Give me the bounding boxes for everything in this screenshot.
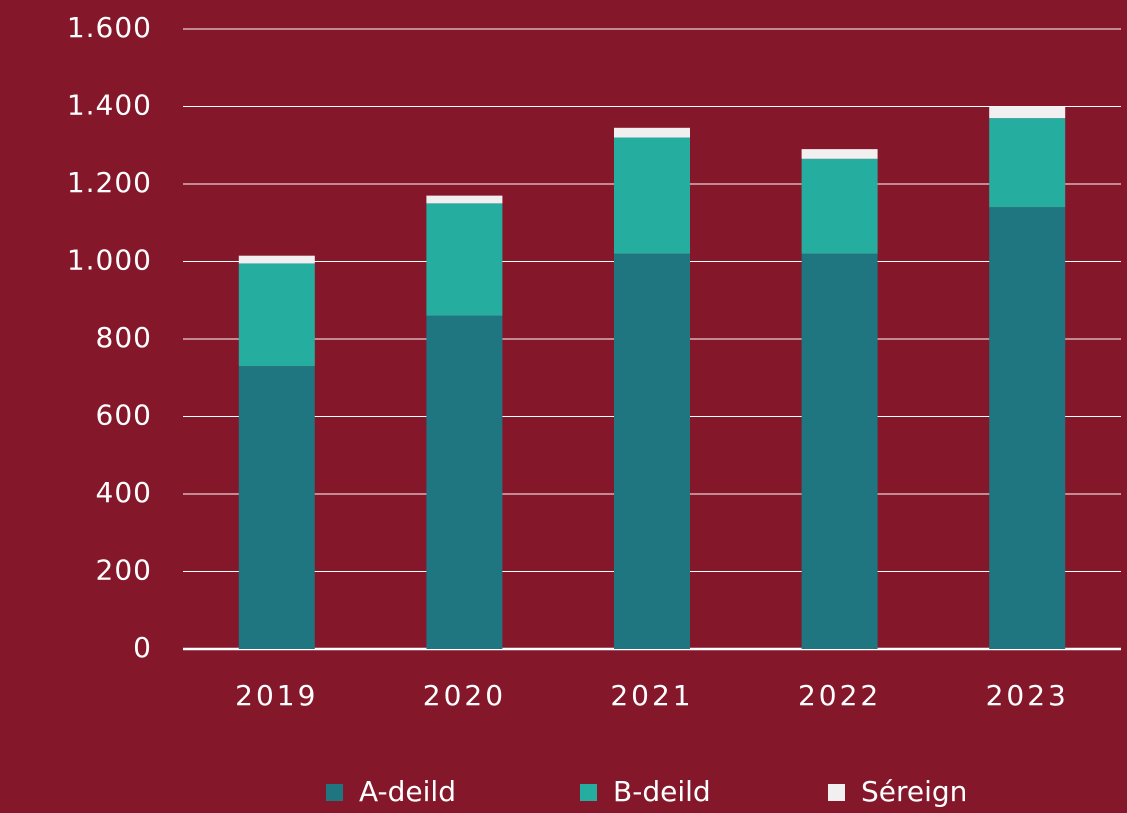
y-tick-label: 1.200 — [67, 166, 152, 199]
y-tick-label: 0 — [133, 631, 152, 664]
bar-segment — [989, 207, 1066, 649]
legend-swatch — [326, 784, 343, 801]
legend-swatch — [828, 784, 845, 801]
legend-label: A-deild — [359, 775, 456, 808]
y-tick-label: 600 — [96, 399, 152, 432]
bar-segment — [801, 149, 878, 159]
y-tick-label: 800 — [96, 321, 152, 354]
bar-segment — [238, 366, 315, 649]
bar-segment — [426, 315, 503, 649]
bar-segment — [614, 137, 690, 254]
x-tick-label: 2021 — [610, 679, 693, 712]
y-tick-label: 200 — [96, 554, 152, 587]
y-tick-label: 1.000 — [67, 244, 152, 277]
y-tick-label: 1.400 — [67, 89, 152, 122]
bar-segment — [614, 127, 690, 138]
bar-segment — [426, 195, 503, 204]
x-tick-label: 2023 — [986, 679, 1069, 712]
bar-segment — [801, 253, 878, 649]
y-tick-label: 1.600 — [67, 11, 152, 44]
bar-segment — [801, 158, 878, 254]
bar-segment — [238, 255, 315, 264]
bar-segment — [989, 118, 1066, 208]
bar-segment — [614, 253, 690, 649]
x-tick-label: 2020 — [423, 679, 506, 712]
x-tick-label: 2019 — [235, 679, 318, 712]
y-tick-label: 400 — [96, 476, 152, 509]
bar-segment — [426, 203, 503, 316]
x-tick-label: 2022 — [798, 679, 881, 712]
legend-swatch — [580, 784, 597, 801]
bar-segment — [989, 106, 1066, 119]
bar-segment — [238, 263, 315, 367]
legend-label: B-deild — [613, 775, 711, 808]
legend-label: Séreign — [861, 775, 967, 808]
